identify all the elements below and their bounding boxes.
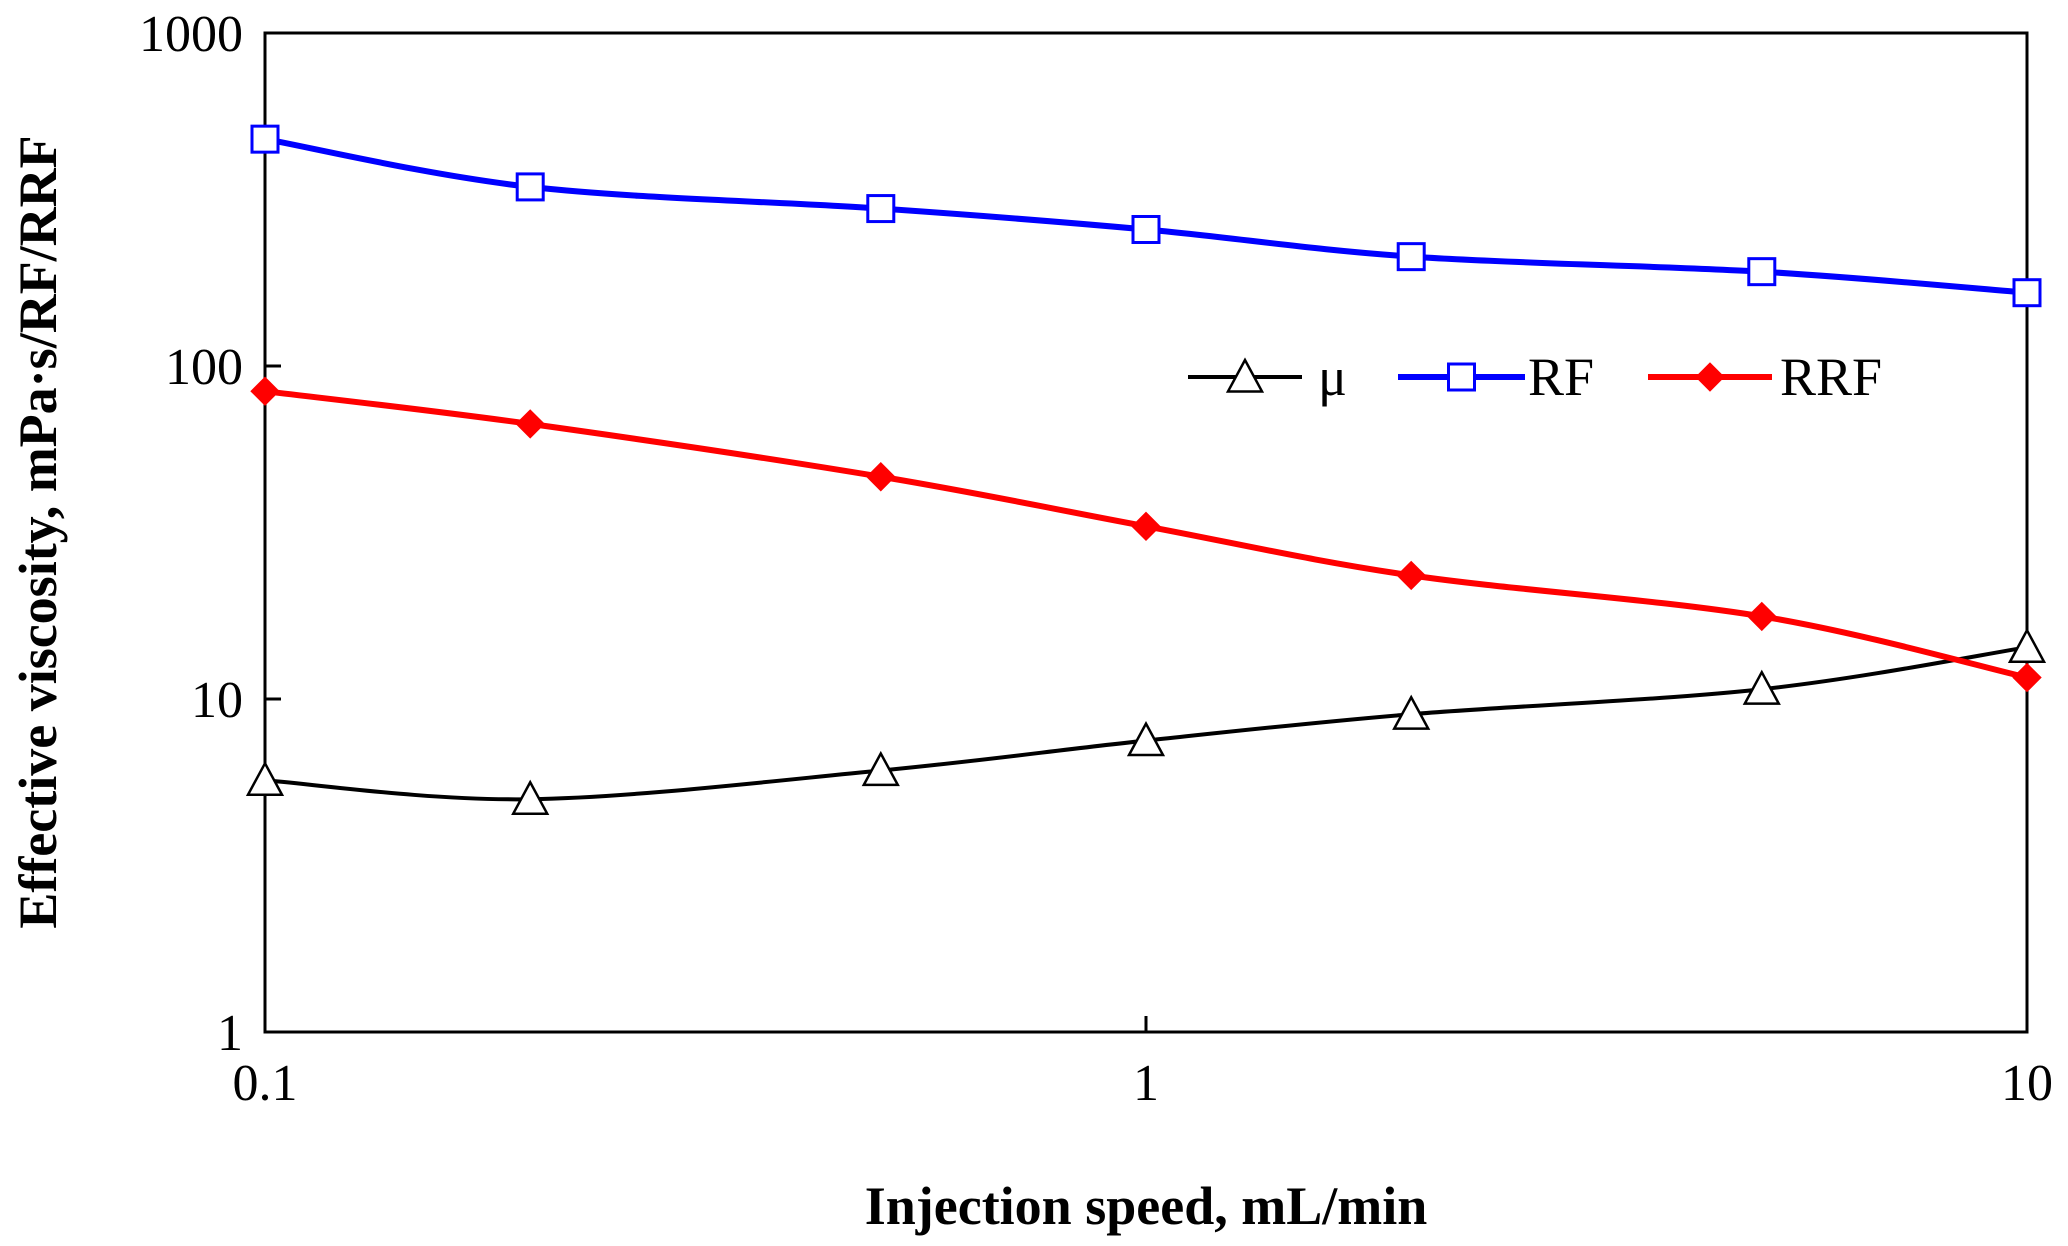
legend-marker-rf (1447, 362, 1476, 392)
data-point-rrf (1131, 511, 1161, 542)
data-point-rf (250, 124, 280, 154)
data-point-mu (1126, 720, 1166, 757)
legend-item-mu: μ (1188, 347, 1347, 407)
legend-item-rf: RF (1398, 347, 1594, 407)
y-tick-label: 100 (165, 339, 243, 396)
data-point-mu (1392, 694, 1431, 730)
data-point-mu (861, 750, 900, 787)
y-tick-label: 1 (217, 1005, 243, 1062)
data-point-rf (866, 194, 896, 224)
legend-label-rf: RF (1528, 347, 1594, 407)
legend-marker-rrf (1695, 362, 1725, 392)
x-axis-ticks: 0.1 1 10 (233, 1016, 2053, 1112)
data-point-mu (245, 760, 285, 796)
legend-marker-mu (1225, 357, 1265, 393)
legend: μ RF RRF (1188, 347, 1882, 407)
data-point-rf (515, 172, 545, 202)
legend-label-rrf: RRF (1780, 347, 1882, 407)
data-point-rrf (866, 462, 896, 492)
data-point-rf (1131, 214, 1161, 244)
data-point-rrf (2012, 662, 2042, 693)
data-point-mu (511, 779, 550, 815)
y-tick-label: 10 (191, 672, 243, 729)
data-point-rf (1747, 257, 1777, 287)
data-point-mu (1742, 669, 1781, 705)
series-rf (250, 124, 2042, 308)
series-rrf (250, 376, 2042, 693)
y-tick-label: 1000 (139, 6, 243, 63)
x-tick-label: 0.1 (233, 1055, 298, 1112)
y-axis-title: Effective viscosity, mPa·s/RF/RRF (8, 135, 68, 928)
data-point-rf (2012, 278, 2042, 308)
data-point-rrf (1747, 601, 1777, 632)
x-axis-title: Injection speed, mL/min (865, 1176, 1428, 1236)
legend-item-rrf: RRF (1648, 347, 1882, 407)
legend-label-mu: μ (1318, 347, 1347, 407)
data-point-rrf (1396, 560, 1426, 591)
data-point-rrf (250, 376, 280, 406)
data-point-rf (1396, 242, 1426, 272)
y-axis-ticks: 1 10 100 1000 (139, 6, 281, 1062)
data-point-rrf (515, 409, 545, 439)
x-tick-label: 10 (2001, 1055, 2053, 1112)
series-layer (245, 124, 2047, 815)
series-mu (245, 627, 2047, 815)
data-point-mu (2007, 627, 2047, 663)
x-tick-label: 1 (1133, 1055, 1159, 1112)
